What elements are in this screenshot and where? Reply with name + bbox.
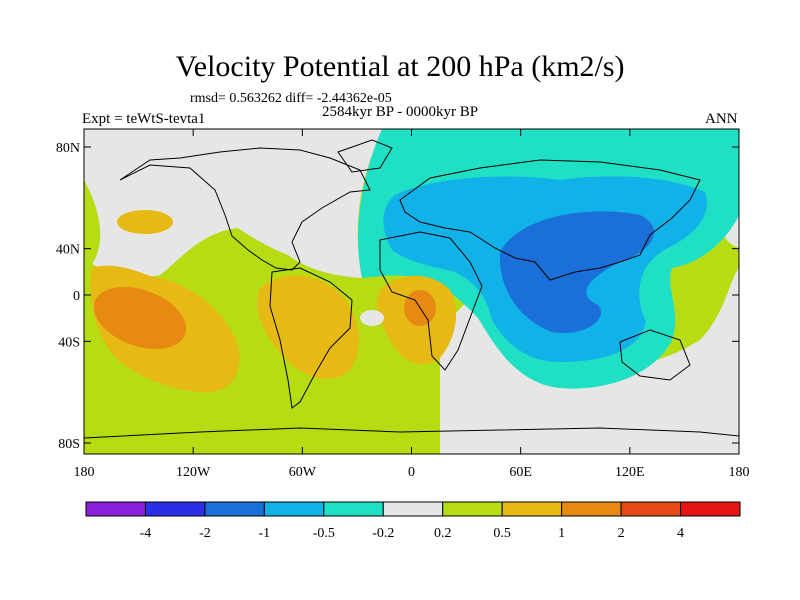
x-tick-label: 120E [615,465,645,480]
colorbar-label: -2 [199,526,211,541]
coastlines [84,139,739,439]
field-strong-positive-pacific [93,286,187,350]
colorbar-swatch [323,501,384,517]
y-tick-label: 80N [56,141,80,156]
experiment-label: Expt = teWtS-tevta1 [82,111,206,127]
colorbar-swatch [204,501,265,517]
colorbar-label: 2 [618,526,625,541]
colorbar-swatch [144,501,206,517]
x-tick-label: 180 [74,465,95,480]
coastline-eurasia [399,159,701,281]
colorbar-label: 4 [677,526,684,541]
colorbar-swatch [680,501,741,517]
field-positive-north-pacific [117,210,173,234]
colorbar: -4 -2 -1 -0.5 -0.2 0.2 0.5 1 2 4 [85,501,741,541]
colorbar-label: -0.5 [313,526,335,541]
y-axis: 80N 40N 0 40S 80S [56,141,739,452]
coastline-australia [619,329,691,381]
colorbar-swatch [382,501,444,517]
field-zero-north-pacific [103,226,171,258]
field-zero-atlantic-spot [360,310,384,326]
colorbar-label: -1 [259,526,271,541]
colorbar-swatch [501,501,563,517]
x-tick-label: 180 [729,465,750,480]
colorbar-label: 1 [558,526,565,541]
period-label: 2584kyr BP - 0000kyr BP [322,104,479,120]
season-label: ANN [705,111,738,127]
chart-title: Velocity Potential at 200 hPa (km2/s) [175,50,625,83]
map-field [84,129,739,454]
coastline-north-america [119,147,371,271]
colorbar-label: 0.5 [493,526,511,541]
colorbar-label: 0.2 [434,526,452,541]
x-tick-label: 60E [509,465,532,480]
colorbar-swatch [85,501,146,517]
colorbar-label: -4 [140,526,152,541]
y-tick-label: 40N [56,243,80,258]
y-tick-label: 80S [58,437,80,452]
coastline-antarctica [84,427,739,439]
coastline-greenland [337,139,393,173]
coastline-south-america [269,267,353,409]
x-tick-label: 0 [408,465,415,480]
x-tick-label: 120W [176,465,211,480]
colorbar-label: -0.2 [372,526,394,541]
field-strong-negative-indian [499,211,654,334]
colorbar-swatch [561,501,622,517]
colorbar-swatch [620,501,682,517]
colorbar-swatch [442,501,503,517]
colorbar-swatch [263,501,325,517]
y-tick-label: 40S [58,335,80,350]
x-axis: 180 120W 60W 0 60E 120E 180 [74,129,750,480]
y-tick-label: 0 [73,289,80,304]
rmsd-diff-stats: rmsd= 0.563262 diff= -2.44362e-05 [190,91,392,106]
x-tick-label: 60W [289,465,317,480]
coastline-africa [379,231,483,371]
